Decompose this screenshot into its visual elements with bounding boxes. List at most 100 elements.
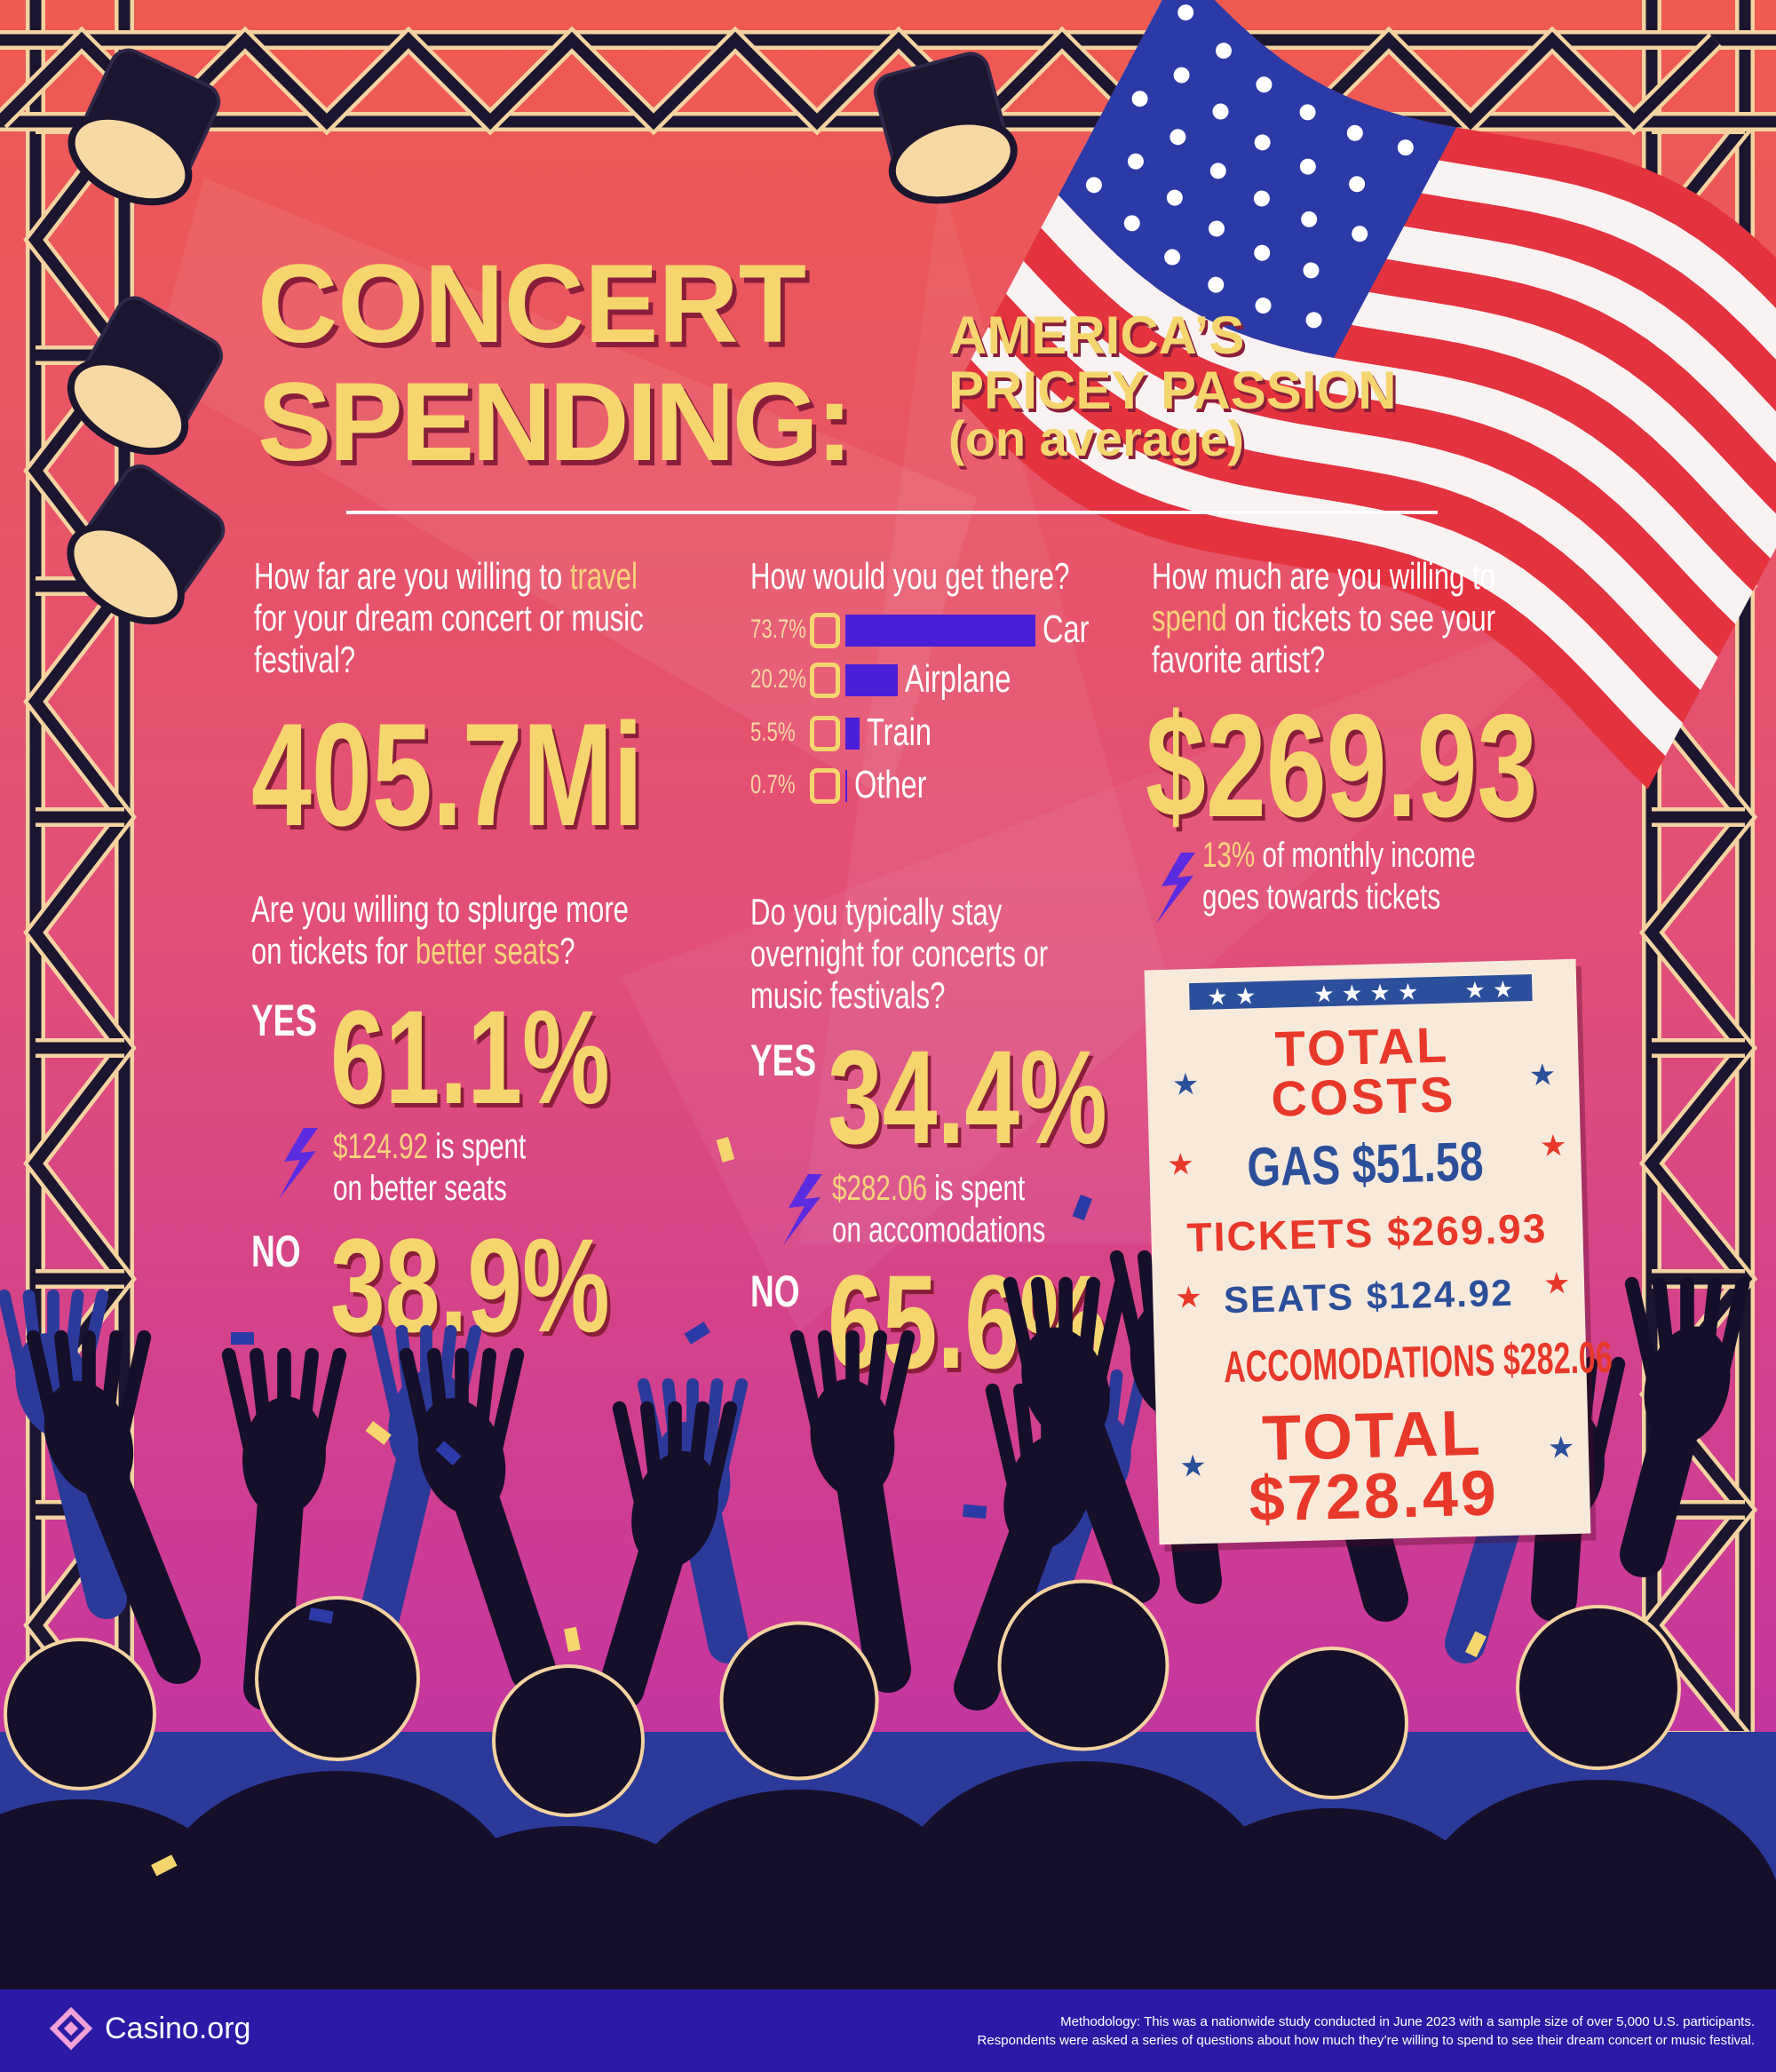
note-text: on better seats — [333, 1169, 507, 1208]
star: ★ — [1171, 1067, 1200, 1102]
note-highlight: 13% — [1202, 836, 1256, 875]
flag-star — [1173, 67, 1190, 83]
title: CONCERT — [258, 242, 807, 366]
flag-star — [1349, 176, 1366, 193]
flag-star — [1346, 124, 1363, 141]
bar — [845, 664, 898, 696]
spotlight — [874, 52, 1018, 204]
star: ★ ★ — [1207, 983, 1257, 1011]
note-text: goes towards tickets — [1202, 877, 1441, 917]
question: Are you willing to splurge more on ticket… — [251, 888, 629, 972]
no-value: 65.6% — [828, 1247, 1107, 1396]
yes-value: 61.1% — [330, 982, 610, 1131]
flag-star — [1301, 210, 1318, 227]
star: ★ ★ ★ ★ — [1313, 979, 1419, 1008]
flag-star — [1254, 244, 1271, 261]
no-value: 38.9% — [330, 1211, 610, 1360]
flag-star — [1254, 134, 1271, 151]
question: Do you typically stay overnight for conce… — [750, 891, 1048, 1016]
gas-cost: GAS $51.58 — [1246, 1131, 1485, 1199]
transport-icon — [810, 663, 840, 698]
question-text: festival? — [254, 639, 356, 680]
question-text: How much are you willing to — [1152, 555, 1495, 597]
subtitle: PRICEY PASSION — [948, 361, 1397, 420]
question-text: How far are you willing to — [254, 555, 563, 597]
value-label: 0.7% — [750, 770, 796, 799]
methodology-line: Methodology: This was a nationwide study… — [1060, 2014, 1755, 2029]
light-beam — [799, 178, 1243, 1243]
flag-star — [1299, 104, 1316, 121]
star: ★ — [1547, 1430, 1575, 1465]
category-label: Airplane — [904, 657, 1011, 701]
note-text: of monthly income — [1262, 836, 1476, 875]
flag-star — [1166, 189, 1183, 206]
tickets-cost: TICKETS $269.93 — [1185, 1204, 1548, 1261]
logo: Casino.org — [105, 2012, 251, 2045]
spotlight-lens — [888, 117, 1018, 204]
flag-star — [1253, 190, 1270, 207]
yes-label: YES — [750, 1036, 817, 1085]
flag-star — [1209, 220, 1225, 237]
no-label: NO — [251, 1227, 301, 1276]
title: SPENDING: — [258, 361, 853, 484]
question-highlight: better seats — [415, 930, 560, 972]
spotlight — [67, 48, 221, 206]
question-text: on tickets for — [251, 930, 408, 972]
flag-star — [1305, 312, 1322, 329]
subtitle: AMERICA’S — [948, 306, 1245, 365]
totals-title: COSTS — [1270, 1066, 1457, 1127]
star: ★ — [1542, 1266, 1571, 1301]
flag-star — [1212, 103, 1229, 120]
question-highlight: spend — [1152, 597, 1227, 639]
flag — [953, 0, 1776, 790]
flag-star — [1303, 262, 1320, 279]
question-text: ? — [559, 930, 575, 972]
flag-star — [1255, 298, 1272, 314]
flag-star — [1085, 177, 1102, 194]
star: ★ ★ — [1464, 977, 1514, 1004]
footer-bar — [0, 1989, 1776, 2072]
bar — [845, 770, 848, 802]
bar — [845, 718, 860, 750]
flag-star — [1177, 4, 1194, 21]
flag-star — [1397, 139, 1414, 156]
subtitle: (on average) — [948, 410, 1244, 466]
flag-canton — [1058, 0, 1457, 359]
spotlight-lens — [67, 523, 185, 625]
question-highlight: travel — [569, 555, 638, 597]
stars-banner: ★ ★ ★ ★ ★ ★ ★ ★ — [1189, 974, 1533, 1012]
spotlight — [67, 464, 226, 625]
category-label: Train — [866, 711, 932, 754]
flag-star — [1169, 129, 1186, 146]
no-label: NO — [750, 1266, 800, 1316]
total-value: $728.49 — [1248, 1457, 1500, 1536]
flag-star — [1209, 163, 1226, 179]
flag-star — [1123, 215, 1140, 232]
note-text: on accomodations — [832, 1211, 1046, 1250]
seats-cost: SEATS $124.92 — [1223, 1271, 1515, 1322]
totals-card: ★ ★ ★ ★ ★ ★ ★ ★ TOTAL COSTS GAS $51.58 TIC… — [1144, 958, 1613, 1545]
flag-star — [1208, 276, 1225, 293]
value-label: 20.2% — [750, 664, 806, 694]
star: ★ — [1178, 1449, 1208, 1484]
flag-star — [1216, 43, 1233, 60]
spotlight-lens — [67, 358, 189, 456]
banner — [1189, 974, 1533, 1011]
question-text: for your dream concert or music — [254, 597, 644, 639]
question-text: on tickets to see your — [1234, 597, 1496, 639]
note-highlight: $124.92 — [333, 1127, 428, 1166]
value-label: 73.7% — [750, 615, 806, 644]
category-label: Car — [1042, 607, 1090, 651]
transport-icon — [810, 716, 840, 751]
spotlight — [67, 296, 223, 456]
star: ★ — [1539, 1129, 1567, 1163]
yes-value: 34.4% — [828, 1022, 1107, 1171]
note: $282.06 is spent on accomodations — [832, 1168, 1045, 1251]
travel-value: 405.7Mi — [251, 693, 644, 856]
question: How much are you willing to spend on tick… — [1152, 555, 1495, 680]
light-beam — [151, 178, 977, 799]
star: ★ — [1528, 1058, 1557, 1093]
note: $124.92 is spent on better seats — [333, 1126, 526, 1210]
flag-star — [1256, 76, 1273, 93]
